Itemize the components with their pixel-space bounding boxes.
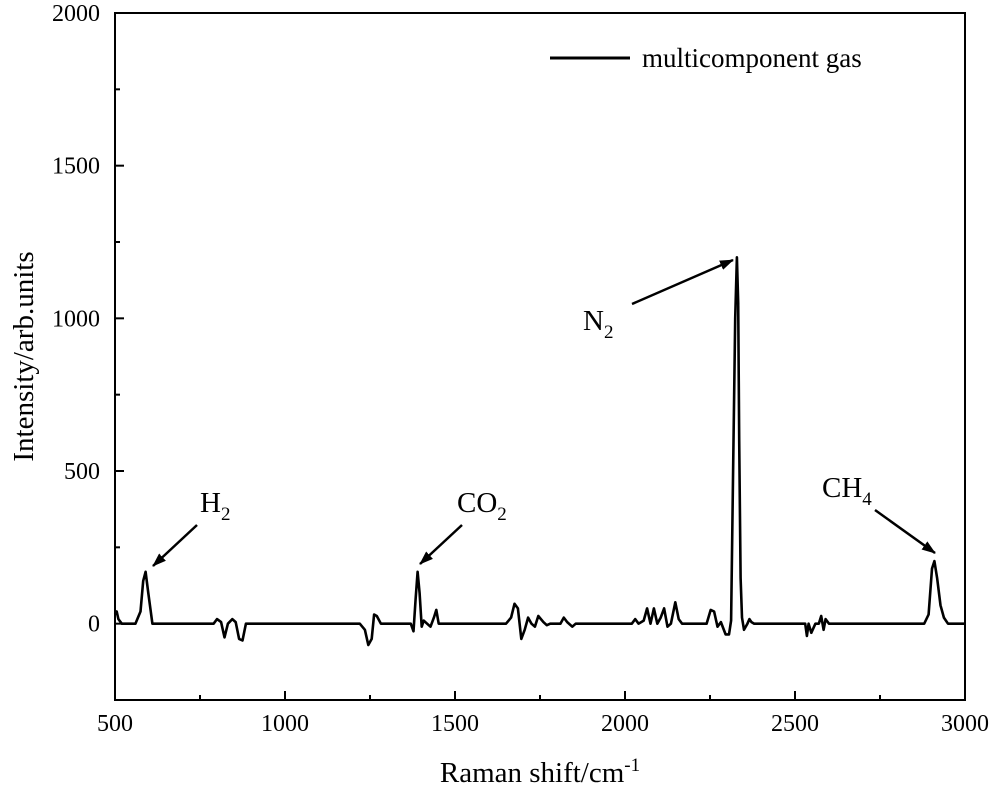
y-tick-label: 1000 [52, 306, 100, 332]
peak-label: CH4 [822, 472, 872, 510]
x-tick-label: 2000 [601, 711, 649, 737]
legend-label: multicomponent gas [642, 43, 862, 73]
peak-arrow [874, 508, 936, 555]
plot-layer [113, 255, 965, 647]
peak-arrow [419, 524, 463, 565]
peak-arrow [152, 524, 198, 567]
y-axis-ticks: 0 500 1000 1500 2000 [52, 1, 124, 701]
plot-frame [114, 12, 966, 701]
peak-annotations: H2 CO2 N2 CH4 [152, 258, 936, 567]
x-tick-label: 1000 [261, 711, 309, 737]
x-tick-label: 1500 [431, 711, 479, 737]
series-line-0 [113, 255, 965, 647]
peak-label: N2 [583, 305, 613, 343]
y-tick-label: 2000 [52, 1, 100, 27]
x-axis-ticks: 500 1000 1500 2000 2500 3000 [97, 691, 989, 737]
x-tick-label: 500 [97, 711, 133, 737]
y-tick-label: 1500 [52, 154, 100, 180]
peak-arrow [631, 258, 734, 306]
y-tick-label: 500 [64, 459, 100, 485]
peak-label: CO2 [457, 487, 507, 525]
x-tick-label: 2500 [771, 711, 819, 737]
legend: multicomponent gas [550, 43, 862, 73]
x-tick-label: 3000 [941, 711, 989, 737]
y-tick-label: 0 [88, 612, 100, 638]
peak-label: H2 [200, 487, 230, 525]
x-axis-title: Raman shift/cm-1 [440, 755, 640, 787]
y-axis-title: Intensity/arb.units [8, 251, 40, 461]
